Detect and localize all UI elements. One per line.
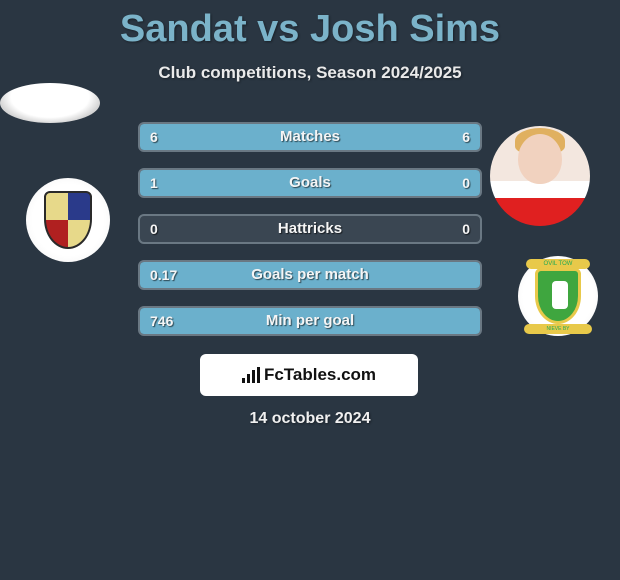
brand-label: FcTables.com — [264, 365, 376, 385]
subtitle: Club competitions, Season 2024/2025 — [0, 63, 620, 83]
page-title: Sandat vs Josh Sims — [0, 0, 620, 51]
stat-row: 10Goals — [138, 168, 482, 198]
shield-icon — [44, 191, 92, 249]
head-shape — [518, 134, 562, 184]
player-left-avatar — [0, 83, 100, 123]
player-left-club-crest — [26, 178, 110, 262]
stat-label: Hattricks — [140, 216, 480, 242]
chart-bars-icon — [242, 367, 260, 383]
stat-row: 00Hattricks — [138, 214, 482, 244]
player-right-avatar — [490, 126, 590, 226]
stat-label: Goals — [140, 170, 480, 196]
stat-label: Matches — [140, 124, 480, 150]
date-label: 14 october 2024 — [0, 410, 620, 428]
brand-badge[interactable]: FcTables.com — [200, 354, 418, 396]
stats-column: 66Matches 10Goals 00Hattricks 0.17Goals per… — [138, 122, 482, 352]
stat-label: Goals per match — [140, 262, 480, 288]
shield-icon — [535, 268, 581, 324]
player-right-club-crest: OVIL TOW NIEVE BY — [518, 256, 598, 336]
stat-row: 66Matches — [138, 122, 482, 152]
stat-row: 746Min per goal — [138, 306, 482, 336]
crest-ribbon-bottom: NIEVE BY — [524, 324, 592, 334]
stat-label: Min per goal — [140, 308, 480, 334]
stat-row: 0.17Goals per match — [138, 260, 482, 290]
